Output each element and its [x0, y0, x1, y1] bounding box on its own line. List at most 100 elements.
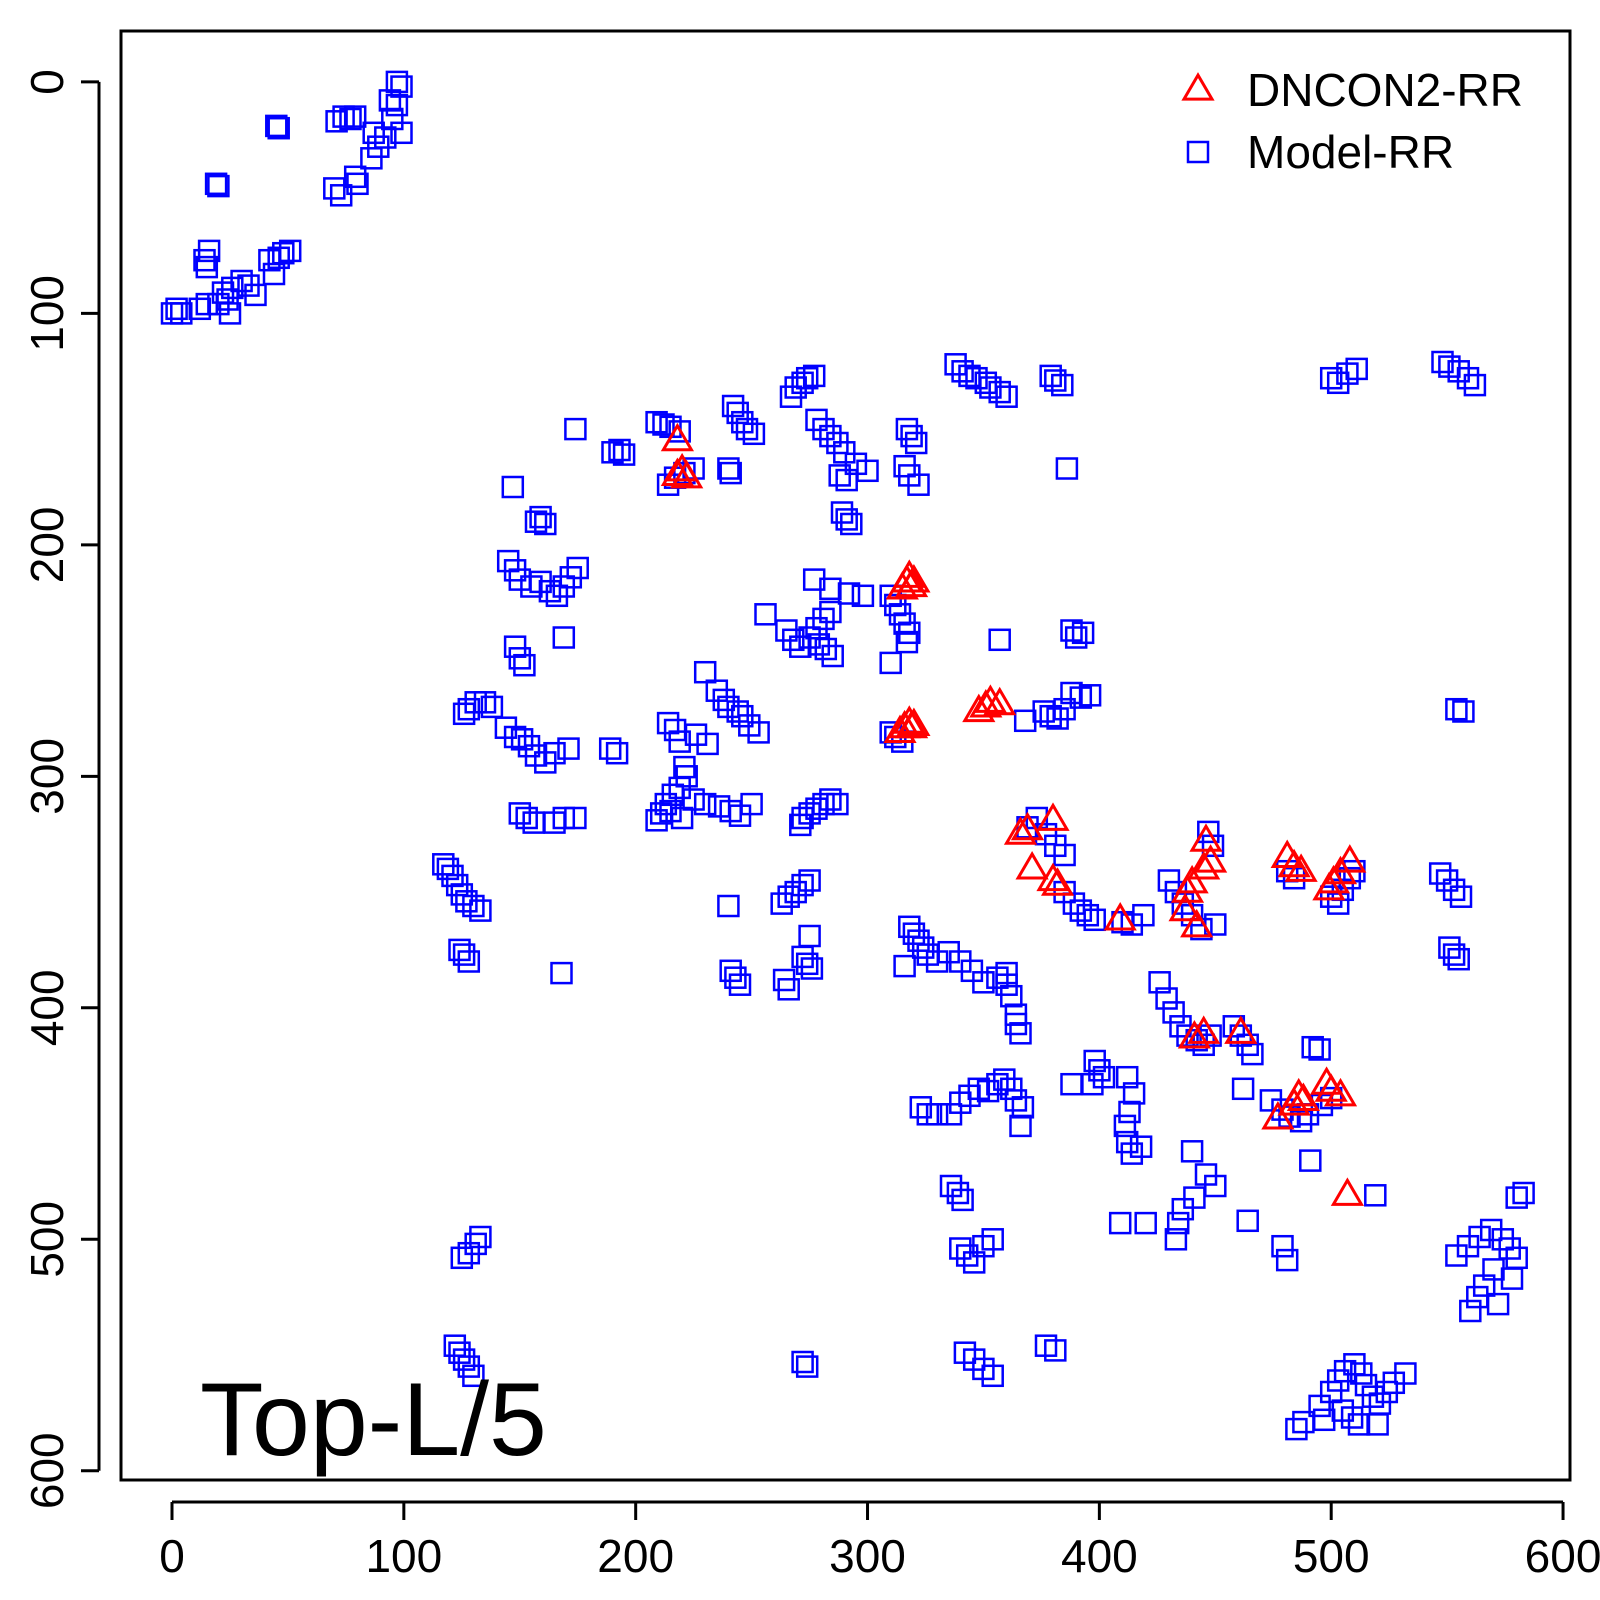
model-point [1162, 1001, 1185, 1024]
y-tick-label: 500 [21, 1201, 73, 1278]
model-point [608, 438, 631, 462]
model-point [244, 283, 267, 307]
model-point [1044, 369, 1067, 392]
model-point [840, 512, 863, 536]
model-point [343, 105, 367, 128]
model-point [1000, 984, 1023, 1008]
model-point [564, 806, 587, 830]
x-axis: 0 100 200 300 400 500 600 [159, 1500, 1600, 1582]
model-point [988, 380, 1011, 404]
dncon2-point [897, 707, 931, 736]
model-point [598, 737, 622, 760]
dncon2-point [1330, 1177, 1365, 1206]
model-point [1166, 1211, 1190, 1235]
model-point [795, 366, 819, 390]
model-point [1009, 1114, 1032, 1138]
dncon2-point [883, 714, 917, 743]
dncon2-point [1284, 853, 1318, 882]
model-point [1285, 1417, 1308, 1441]
model-point [1071, 621, 1095, 645]
model-point [1044, 1339, 1067, 1362]
model-point [821, 644, 844, 668]
dncon2-point [1175, 864, 1209, 894]
model-point [170, 302, 193, 325]
model-point [195, 292, 219, 316]
model-point [473, 691, 497, 714]
model-point [828, 464, 851, 487]
model-point [1236, 1209, 1259, 1233]
dncon2-point [1103, 902, 1137, 931]
model-point [1368, 1392, 1392, 1415]
chart-annotation: Top-L/5 [200, 1362, 547, 1478]
model-point [1134, 1211, 1157, 1235]
model-point [1231, 1077, 1255, 1101]
x-tick-label: 0 [159, 1530, 185, 1582]
model-point [724, 966, 747, 989]
model-point [1118, 1100, 1141, 1124]
model-point [791, 873, 814, 897]
model-point [995, 973, 1018, 996]
model-point [782, 628, 805, 652]
model-point [735, 417, 759, 441]
model-point [601, 441, 624, 464]
model-point [1447, 947, 1470, 971]
model-point [329, 184, 353, 207]
model-point [819, 424, 842, 448]
model-point [1164, 1228, 1188, 1251]
model-point [1452, 700, 1475, 723]
dncon2-point [1036, 802, 1070, 831]
model-point [1472, 1274, 1496, 1297]
dncon2-point [1003, 816, 1038, 845]
model-point [1113, 1114, 1137, 1138]
model-point [668, 420, 691, 443]
model-point [770, 892, 793, 915]
model-point [457, 697, 481, 721]
model-point [663, 718, 687, 742]
dncon2-point [1193, 844, 1228, 873]
model-point [1345, 357, 1368, 381]
model-point [1009, 1022, 1032, 1045]
model-point [747, 721, 770, 744]
model-point [728, 804, 752, 827]
model-point [819, 577, 842, 601]
model-point [508, 647, 532, 670]
model-point [791, 371, 814, 395]
model-point [1442, 878, 1466, 902]
model-point [833, 441, 856, 464]
model-point [515, 806, 538, 830]
model-point [188, 297, 212, 321]
model-point [529, 505, 552, 529]
model-point [267, 246, 290, 270]
model-point [798, 869, 821, 892]
model-point [826, 792, 849, 816]
model-point [784, 880, 807, 904]
model-point [1319, 1380, 1343, 1404]
model-point [469, 1225, 492, 1249]
model-point [1340, 1406, 1364, 1429]
model-point [1312, 1408, 1336, 1432]
model-point [325, 110, 348, 133]
model-point [1456, 366, 1480, 390]
model-point [510, 728, 534, 751]
model-point [1115, 1130, 1139, 1154]
model-point [501, 475, 525, 499]
y-tick-label: 200 [21, 506, 73, 583]
model-point [1055, 457, 1079, 480]
model-point [1000, 1077, 1023, 1101]
model-point [1466, 1285, 1489, 1309]
model-point [362, 121, 385, 145]
model-point [1463, 373, 1487, 397]
model-point [835, 508, 858, 531]
dncon2-point [1261, 1101, 1295, 1130]
model-point [1064, 626, 1088, 649]
model-point [1062, 892, 1086, 915]
model-point [1157, 869, 1181, 892]
model-point [1445, 697, 1468, 721]
model-point [726, 700, 749, 723]
model-point [693, 792, 717, 816]
model-point [1078, 684, 1102, 707]
model-point [995, 961, 1018, 985]
model-point [682, 788, 705, 811]
model-point [450, 883, 474, 906]
